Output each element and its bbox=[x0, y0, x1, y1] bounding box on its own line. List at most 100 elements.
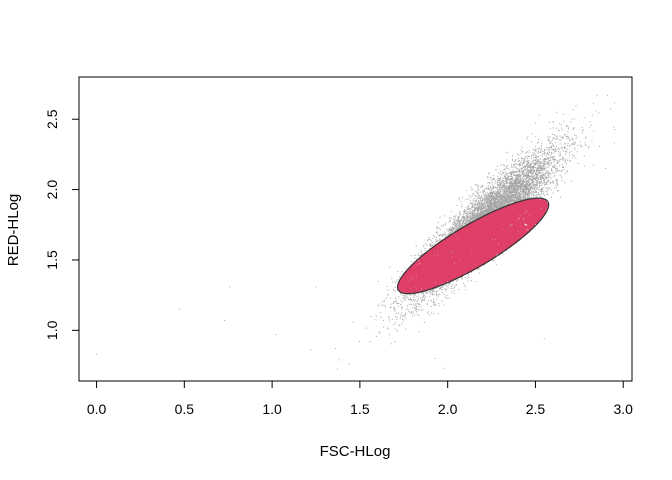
data-point bbox=[488, 211, 490, 213]
data-point bbox=[456, 229, 458, 231]
data-point bbox=[486, 196, 488, 198]
data-point bbox=[520, 183, 522, 185]
data-point bbox=[541, 168, 543, 170]
data-point bbox=[526, 188, 528, 190]
data-point bbox=[509, 180, 511, 182]
data-point bbox=[524, 186, 525, 188]
data-point bbox=[569, 152, 570, 153]
data-point bbox=[506, 197, 508, 199]
data-point bbox=[401, 306, 403, 308]
data-point bbox=[515, 198, 517, 200]
data-point bbox=[435, 291, 436, 293]
data-point bbox=[527, 182, 529, 184]
data-point bbox=[537, 165, 539, 167]
data-point bbox=[572, 143, 573, 145]
data-point bbox=[538, 181, 540, 183]
data-point bbox=[478, 200, 480, 202]
data-point bbox=[519, 199, 521, 201]
data-point bbox=[462, 221, 464, 223]
data-point bbox=[544, 168, 546, 170]
data-point bbox=[444, 231, 446, 233]
data-point bbox=[574, 134, 576, 136]
data-point bbox=[510, 193, 512, 195]
data-point bbox=[553, 149, 555, 151]
data-point bbox=[525, 181, 527, 183]
data-point bbox=[393, 324, 395, 325]
data-point bbox=[450, 231, 452, 233]
data-point bbox=[530, 190, 532, 192]
data-point bbox=[427, 292, 429, 294]
data-point bbox=[537, 179, 539, 181]
data-point bbox=[488, 203, 489, 205]
data-point bbox=[499, 199, 501, 200]
data-point bbox=[479, 204, 481, 206]
data-point bbox=[398, 324, 400, 326]
data-point bbox=[555, 171, 557, 173]
data-point bbox=[474, 207, 476, 209]
data-point bbox=[497, 178, 499, 180]
data-point bbox=[426, 312, 428, 314]
data-point bbox=[504, 197, 506, 199]
data-point bbox=[551, 168, 553, 170]
data-point bbox=[413, 255, 415, 257]
data-point bbox=[529, 187, 531, 189]
data-point bbox=[492, 196, 494, 197]
data-point bbox=[557, 190, 559, 192]
data-point bbox=[522, 151, 524, 153]
data-point bbox=[419, 255, 421, 257]
data-point bbox=[407, 297, 409, 298]
data-point bbox=[507, 178, 509, 180]
data-point bbox=[521, 158, 523, 160]
data-point bbox=[528, 156, 530, 158]
data-point bbox=[532, 179, 534, 181]
data-point bbox=[400, 314, 402, 316]
data-point bbox=[511, 188, 513, 190]
data-point bbox=[495, 208, 497, 210]
data-point bbox=[574, 148, 576, 150]
data-point bbox=[421, 293, 423, 295]
data-point bbox=[533, 174, 535, 176]
data-point bbox=[513, 171, 515, 173]
data-point bbox=[514, 181, 516, 183]
data-point bbox=[469, 202, 471, 204]
data-point bbox=[532, 154, 534, 156]
data-point bbox=[498, 200, 499, 202]
data-point bbox=[528, 174, 530, 176]
data-point bbox=[484, 264, 486, 266]
data-point bbox=[455, 283, 457, 285]
data-point bbox=[475, 208, 476, 210]
data-point bbox=[562, 159, 564, 161]
data-point bbox=[520, 175, 522, 177]
data-point bbox=[540, 172, 542, 174]
data-point bbox=[473, 209, 475, 211]
data-point bbox=[433, 302, 435, 304]
data-point bbox=[405, 328, 407, 330]
data-point bbox=[581, 145, 583, 147]
data-point bbox=[513, 181, 515, 183]
data-point bbox=[422, 293, 424, 295]
data-point bbox=[464, 209, 466, 211]
data-point bbox=[398, 312, 399, 314]
data-point bbox=[540, 154, 542, 156]
data-point bbox=[525, 174, 527, 176]
data-point bbox=[525, 198, 527, 200]
data-point bbox=[391, 318, 393, 320]
data-point bbox=[476, 200, 478, 202]
data-point bbox=[550, 183, 552, 185]
data-point bbox=[543, 176, 545, 178]
data-point bbox=[482, 191, 484, 193]
data-point bbox=[394, 282, 396, 284]
data-point bbox=[521, 190, 523, 192]
data-point bbox=[532, 177, 534, 179]
data-point bbox=[472, 205, 474, 207]
data-point bbox=[533, 153, 535, 155]
data-point bbox=[442, 278, 444, 280]
data-point bbox=[518, 175, 520, 177]
data-point bbox=[512, 177, 514, 179]
data-point bbox=[408, 304, 410, 306]
data-point bbox=[534, 156, 536, 158]
data-point bbox=[527, 168, 529, 170]
data-point bbox=[518, 192, 520, 194]
data-point bbox=[400, 304, 402, 306]
data-point bbox=[387, 328, 389, 330]
